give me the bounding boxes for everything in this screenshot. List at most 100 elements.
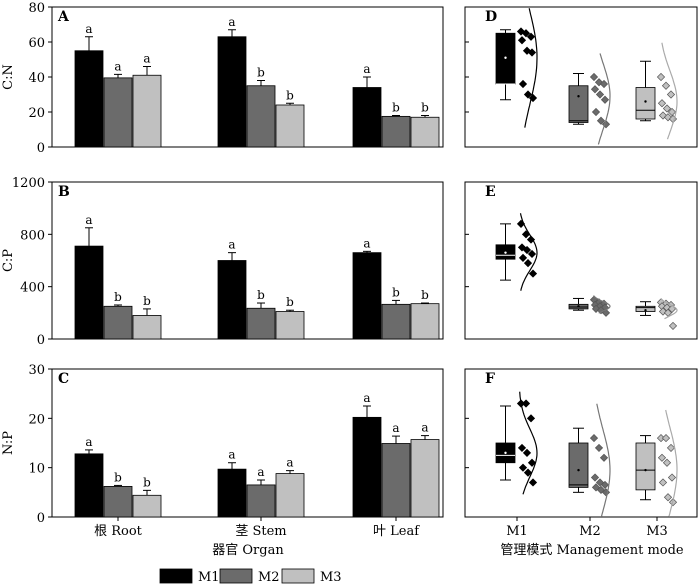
bar-M2	[381, 443, 411, 518]
data-point	[517, 36, 527, 45]
data-point	[594, 78, 604, 87]
significance-letter: a	[228, 238, 235, 252]
bar-M2	[246, 484, 276, 518]
significance-letter: a	[363, 236, 370, 250]
legend-swatch-M1	[159, 568, 193, 584]
data-point	[662, 104, 672, 113]
mean-dot	[644, 468, 647, 472]
significance-letter: a	[392, 421, 399, 435]
density-curve	[665, 409, 678, 517]
significance-letter: a	[228, 448, 235, 462]
x-tick-label: 叶 Leaf	[373, 524, 420, 539]
data-point	[523, 468, 533, 477]
panel-letter: C	[58, 371, 69, 387]
data-point	[661, 433, 671, 443]
data-point	[601, 120, 611, 129]
data-point	[518, 253, 528, 262]
data-point	[601, 488, 611, 497]
panel-E: E	[464, 181, 698, 340]
bar-M2	[381, 303, 411, 340]
panel-letter: A	[57, 9, 70, 25]
significance-letter: b	[257, 66, 265, 80]
data-point	[657, 99, 667, 108]
y-tick-label: 20	[28, 412, 45, 427]
significance-letter: b	[143, 294, 151, 308]
y-tick-label: 40	[28, 71, 45, 86]
data-point	[666, 90, 676, 99]
bar-M3	[275, 473, 305, 518]
significance-letter: b	[392, 285, 400, 299]
panel-D: D	[464, 6, 698, 148]
box-M3	[635, 87, 656, 120]
box-M2	[568, 85, 589, 123]
data-point	[658, 307, 668, 316]
data-point	[517, 443, 527, 453]
data-point	[526, 414, 536, 423]
y-tick-label: 0	[37, 333, 45, 348]
bar-M1	[352, 416, 382, 518]
bar-M3	[410, 116, 440, 148]
legend-swatch-M3	[281, 568, 315, 584]
y-tick-label: 800	[20, 228, 45, 243]
y-tick-label: 0	[37, 511, 45, 526]
significance-letter: a	[85, 213, 92, 227]
y-tick-label: 1200	[12, 176, 45, 191]
density-curve	[593, 295, 611, 314]
significance-letter: a	[363, 391, 370, 405]
x-tick-label: M3	[646, 524, 668, 539]
bar-M3	[410, 303, 440, 340]
bar-M2	[103, 486, 133, 518]
box-M3	[635, 442, 656, 491]
significance-letter: b	[286, 295, 294, 309]
significance-letter: a	[363, 62, 370, 76]
data-point	[600, 95, 610, 104]
density-curve	[596, 403, 611, 518]
significance-letter: a	[85, 435, 92, 449]
y-axis-title: C:N	[1, 64, 16, 90]
data-point	[527, 249, 537, 259]
bar-M2	[103, 305, 133, 340]
legend-label-M3: M3	[320, 570, 342, 585]
data-point	[518, 79, 528, 89]
density-curve	[524, 8, 538, 128]
significance-letter: a	[143, 52, 150, 66]
data-point	[667, 107, 677, 117]
data-point	[528, 269, 538, 278]
bar-M2	[246, 85, 276, 148]
box-M3	[635, 305, 656, 312]
panel-B: B 0 400 800 1200 C:P a b b a b b a b b	[1, 176, 444, 348]
density-curve	[597, 53, 611, 145]
mean-dot	[577, 305, 580, 308]
bar-M3	[275, 311, 305, 340]
data-point	[591, 483, 601, 492]
panel-letter: E	[485, 184, 496, 200]
significance-letter: a	[286, 456, 293, 470]
y-tick-label: 60	[28, 36, 45, 51]
data-point	[589, 72, 599, 82]
significance-letter: b	[114, 470, 122, 484]
significance-letter: b	[143, 475, 151, 489]
data-point	[594, 443, 604, 453]
x-tick-label: 根 Root	[94, 524, 143, 539]
bar-M1	[217, 36, 247, 148]
significance-letter: a	[421, 421, 428, 435]
data-point	[528, 478, 538, 487]
significance-letter: b	[257, 288, 265, 302]
significance-letter: b	[421, 288, 429, 302]
data-point	[663, 113, 673, 122]
significance-letter: a	[85, 22, 92, 36]
mean-dot	[504, 451, 507, 455]
plot-frame	[464, 181, 698, 340]
mean-dot	[644, 309, 647, 312]
data-point	[526, 235, 536, 244]
data-point	[662, 458, 672, 467]
bar-M2	[381, 115, 411, 148]
panel-F: F M1 M2 M3	[464, 368, 698, 539]
data-point	[667, 473, 677, 482]
data-point	[527, 458, 537, 467]
panel-letter: D	[485, 9, 497, 25]
data-point	[596, 116, 606, 125]
significance-letter: b	[392, 101, 400, 115]
y-tick-label: 20	[28, 106, 45, 121]
